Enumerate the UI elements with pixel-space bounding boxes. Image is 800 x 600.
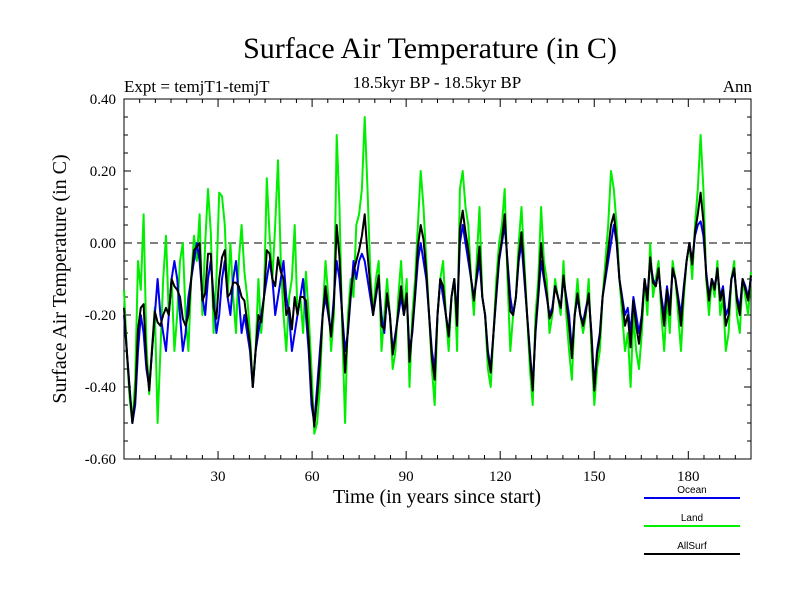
series-layer bbox=[123, 116, 752, 435]
y-tick-label: 0.20 bbox=[90, 164, 116, 180]
season-label: Ann bbox=[723, 77, 753, 96]
y-tick-label: -0.20 bbox=[85, 308, 116, 324]
y-tick-label: -0.40 bbox=[85, 380, 116, 396]
x-tick-label: 30 bbox=[211, 469, 226, 485]
y-axis-label: Surface Air Temperature (in C) bbox=[49, 154, 71, 403]
series-line-allsurf bbox=[123, 191, 752, 428]
period-label: 18.5kyr BP - 18.5kyr BP bbox=[353, 73, 521, 92]
y-axis: -0.60 -0.40 -0.20 0.00 0.20 0.40 bbox=[85, 92, 751, 468]
x-tick-label: 60 bbox=[305, 469, 320, 485]
legend-label-ocean: Ocean bbox=[677, 485, 706, 496]
x-tick-label: 120 bbox=[489, 469, 512, 485]
chart-title: Surface Air Temperature (in C) bbox=[243, 32, 617, 65]
x-axis: 30 60 90 120 150 180 bbox=[139, 99, 736, 485]
y-tick-label: 0.00 bbox=[90, 236, 116, 252]
legend-label-allsurf: AllSurf bbox=[677, 541, 707, 552]
legend-label-land: Land bbox=[681, 513, 703, 524]
x-tick-label: 90 bbox=[399, 469, 414, 485]
x-tick-label: 180 bbox=[677, 469, 700, 485]
x-axis-label: Time (in years since start) bbox=[333, 486, 541, 508]
experiment-label: Expt = temjT1-temjT bbox=[124, 77, 270, 96]
legend: Ocean Land AllSurf bbox=[644, 485, 740, 555]
x-tick-label: 150 bbox=[583, 469, 606, 485]
y-tick-label: -0.60 bbox=[85, 452, 116, 468]
y-tick-label: 0.40 bbox=[90, 92, 116, 108]
